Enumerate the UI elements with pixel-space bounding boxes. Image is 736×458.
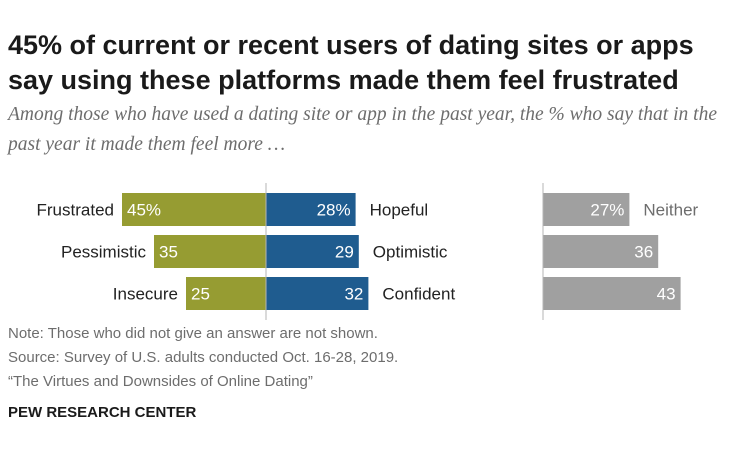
positive-value-label: 32 [344,285,363,304]
chart-notes: Note: Those who did not give an answer a… [8,322,728,394]
brand-logo-text: PEW RESEARCH CENTER [8,404,197,421]
bars-layer: 45% Frustrated 28% Hopeful 27% Neither 35 Pessi… [37,183,699,320]
negative-value-label: 25 [191,285,210,304]
negative-value-label: 35 [159,243,178,262]
negative-bar [122,193,266,226]
source-text: Source: Survey of U.S. adults conducted … [8,349,399,366]
positive-bar [266,235,359,268]
positive-category-label: Optimistic [373,243,448,262]
neither-bar [543,193,630,226]
negative-bar [154,235,266,268]
positive-value-label: 29 [335,243,354,262]
neither-bar [543,277,681,310]
positive-category-label: Hopeful [370,201,429,220]
report-title-text: “The Virtues and Downsides of Online Dat… [8,373,313,390]
diverging-bar-chart: 45% Frustrated 28% Hopeful 27% Neither 35 Pessi… [37,183,699,320]
chart-subtitle: Among those who have used a dating site … [8,104,717,155]
neither-value-label: 36 [634,243,653,262]
neither-legend-label: Neither [643,201,698,220]
negative-category-label: Insecure [113,285,178,304]
chart-title: 45% of current or recent users of dating… [8,30,694,95]
negative-value-label: 45% [127,201,161,220]
negative-category-label: Pessimistic [61,243,147,262]
positive-bar [266,277,369,310]
positive-value-label: 28% [317,201,351,220]
note-text: Note: Those who did not give an answer a… [8,325,378,342]
negative-bar [186,277,266,310]
neither-bar [543,235,659,268]
positive-category-label: Confident [382,285,455,304]
negative-category-label: Frustrated [37,201,114,220]
positive-bar [266,193,356,226]
neither-value-label: 43 [657,285,676,304]
neither-value-label: 27% [590,201,624,220]
